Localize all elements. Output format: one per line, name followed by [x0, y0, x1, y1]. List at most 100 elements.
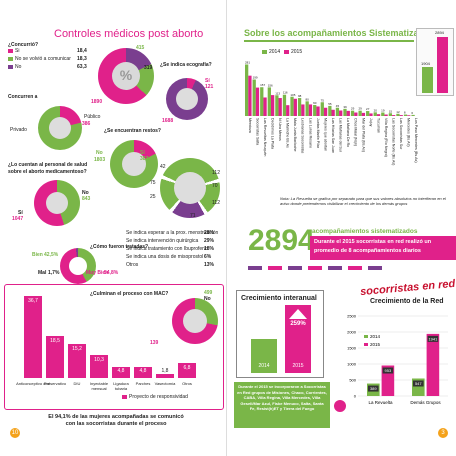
bar-2014 [267, 87, 271, 116]
bar-2015 [293, 98, 297, 116]
bar-2014 [396, 113, 400, 116]
q4-label-a: No [96, 150, 103, 156]
bar-2014 [366, 111, 370, 116]
donut-hole [183, 309, 207, 333]
group-value: 15 [389, 109, 393, 113]
mac-panel [4, 284, 224, 410]
percent-icon: % [119, 67, 133, 83]
bar-2014 [252, 79, 256, 116]
bar-2015 [286, 105, 290, 116]
ring-value: 112 [212, 170, 220, 176]
legend-swatch [364, 343, 368, 346]
bar-2015 [369, 113, 373, 116]
growth-bar-label: 2015 [292, 363, 304, 369]
bar-2014 [305, 101, 309, 116]
flower-icon [334, 400, 346, 412]
bar-2014 [313, 105, 317, 116]
group-value: 281 [245, 60, 250, 64]
left-footer: El 94,1% de las mujeres acompañadas se c… [48, 414, 184, 427]
red-growth-title: Crecimiento de la Red [370, 298, 444, 305]
q3-donut [38, 106, 82, 150]
group-value: 116 [283, 91, 288, 95]
group-label: La Malinche Bs.As [286, 118, 290, 148]
group-label: Las Mañanas del Sur [339, 118, 343, 153]
groups-bar-svg: Mendoza 281 Socorristas Salta 199 Las Revuel… [245, 60, 418, 165]
right-title: Sobre los acompañamientos Sistematizados [244, 28, 435, 38]
q1-row-value: 63,3 [77, 64, 87, 70]
q1-donut: % [98, 48, 154, 104]
comfort-value: 54,8% [104, 270, 119, 276]
treatment-value: 18% [204, 246, 215, 252]
group-value: 75 [321, 98, 325, 102]
q2-question: ¿Se indica ecografía? [160, 62, 212, 68]
group-label: Mar del Plata (Bs.As) [361, 118, 365, 152]
chart-legend-item: 2014 [269, 49, 281, 55]
donut-hole [176, 88, 198, 110]
group-label: Lesbianas Socorristas [301, 118, 305, 154]
mac-bar [68, 344, 86, 378]
value-badge [368, 385, 379, 392]
group-label: Mala Junta Bariloche [293, 118, 297, 152]
group-label: Decidimos La Plata [270, 118, 274, 149]
mac-bar-value: 1,8 [161, 368, 169, 374]
bar-2015 [399, 115, 403, 116]
chart-legend-item: 2015 [291, 49, 303, 55]
q6-ring [160, 158, 220, 218]
group-value: 39 [343, 105, 347, 109]
bar-value: 953 [385, 368, 392, 373]
group-value: 105 [290, 93, 295, 97]
mac-bar-label: Ligadura tubaria [113, 381, 129, 391]
bar-2015 [255, 87, 260, 116]
left-page: Controles médicos post aborto ¿Concurrió… [0, 0, 227, 456]
q1-question: ¿Concurrió? [8, 42, 38, 48]
comfort-label: Muy Bien [86, 270, 109, 276]
mac-bar-label: Anticonceptivo oral [16, 381, 50, 386]
mac-legend: Proyecto de responsividad [129, 394, 188, 400]
group-value: 12 [396, 110, 400, 114]
bar-2015 [278, 98, 282, 116]
big-text: Durante el 2015 socorristas en red reali… [310, 236, 456, 260]
bar-2014 [282, 94, 287, 116]
group-value: 19 [381, 109, 385, 113]
treatment-value: 28% [204, 230, 215, 236]
treatment-value: 13% [204, 262, 215, 268]
q3-opt2: Público [84, 114, 101, 120]
group-label: Chos Malal (Nqn) [354, 118, 358, 146]
bar-2015 [270, 95, 275, 116]
mac-bar [178, 363, 196, 378]
mac-bar-value: 18,5 [50, 338, 60, 344]
bar-2015 [263, 97, 267, 116]
bar-2014 [297, 98, 302, 116]
bar-2015 [339, 110, 343, 116]
bar-2015 [384, 114, 388, 116]
q3-question: Concurren a [8, 94, 38, 100]
treatment-value: 29% [204, 238, 215, 244]
group-value: 29 [358, 107, 362, 111]
donut-hole [69, 257, 87, 275]
legend-swatch [8, 49, 13, 53]
decorative-dashes [248, 266, 448, 270]
mac-bar-label: Otros [182, 381, 192, 386]
bar-2014 [245, 64, 249, 116]
bar-2015 [407, 115, 411, 116]
growth-percent: 259% [290, 321, 306, 327]
mac-bar [134, 367, 152, 378]
group-value: 20 [374, 108, 378, 112]
y-tick-label: 2000 [347, 330, 357, 335]
group-label: Los Paso Mercedes (Bs.As) [414, 118, 418, 163]
mac-bar [112, 367, 130, 378]
donut-hole [46, 192, 68, 214]
comfort-value: 42,5% [44, 252, 59, 258]
page-number: 10 [10, 428, 20, 438]
bar-value: 547 [415, 381, 422, 386]
bar-2014 [260, 87, 264, 116]
mac-bar [46, 336, 64, 378]
legend-swatch [364, 335, 368, 338]
ring-value: 112 [212, 200, 220, 206]
treatment-label: Se indica intervención quirúrgica [126, 238, 199, 244]
mac-bar-value: 4,8 [139, 368, 147, 374]
x-tick-label: La Revuelta [368, 400, 393, 405]
right-page: Sobre los acompañamientos Sistematizados… [230, 0, 456, 456]
mac-bar-value: 36,7 [28, 298, 38, 304]
q4-donut [110, 140, 158, 188]
